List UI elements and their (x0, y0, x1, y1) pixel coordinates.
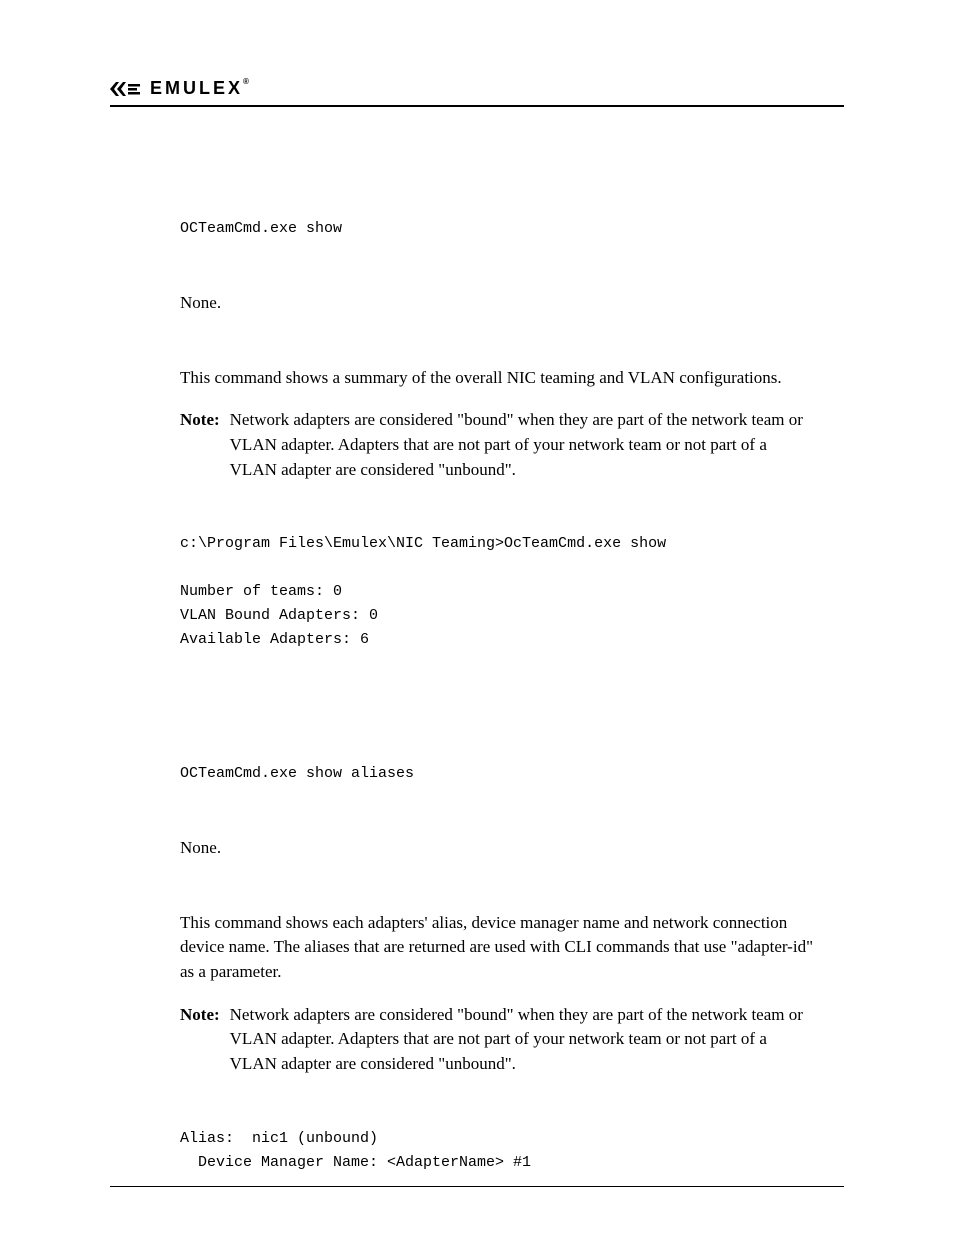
example-output-line: Available Adapters: 6 (180, 628, 814, 652)
note-block: Note: Network adapters are considered "b… (180, 1003, 814, 1077)
example-command: c:\Program Files\Emulex\NIC Teaming>OcTe… (180, 532, 814, 556)
brand-logo: EMULEX® (110, 78, 844, 99)
brand-registered: ® (243, 77, 252, 86)
page: EMULEX® OCTeamCmd.exe show None. This co… (0, 0, 954, 1235)
example-output-line: Device Manager Name: <AdapterName> #1 (180, 1151, 814, 1175)
note-body: Network adapters are considered "bound" … (230, 408, 814, 482)
note-body: Network adapters are considered "bound" … (230, 1003, 814, 1077)
example-output-line: Number of teams: 0 (180, 580, 814, 604)
note-label: Note: (180, 1003, 220, 1077)
description-text: This command shows a summary of the over… (180, 366, 814, 391)
footer-rule (110, 1186, 844, 1187)
parameters-text: None. (180, 836, 814, 861)
note-label: Note: (180, 408, 220, 482)
header-bar: EMULEX® (110, 78, 844, 107)
syntax-line: OCTeamCmd.exe show (180, 217, 814, 241)
brand-name-text: EMULEX (150, 78, 243, 98)
example-output-line: Alias: nic1 (unbound) (180, 1127, 814, 1151)
syntax-line: OCTeamCmd.exe show aliases (180, 762, 814, 786)
brand-name: EMULEX® (150, 78, 252, 99)
example-output-line: VLAN Bound Adapters: 0 (180, 604, 814, 628)
parameters-text: None. (180, 291, 814, 316)
description-text: This command shows each adapters' alias,… (180, 911, 814, 985)
page-content: OCTeamCmd.exe show None. This command sh… (110, 217, 844, 1175)
note-block: Note: Network adapters are considered "b… (180, 408, 814, 482)
brand-mark-icon (110, 81, 142, 97)
